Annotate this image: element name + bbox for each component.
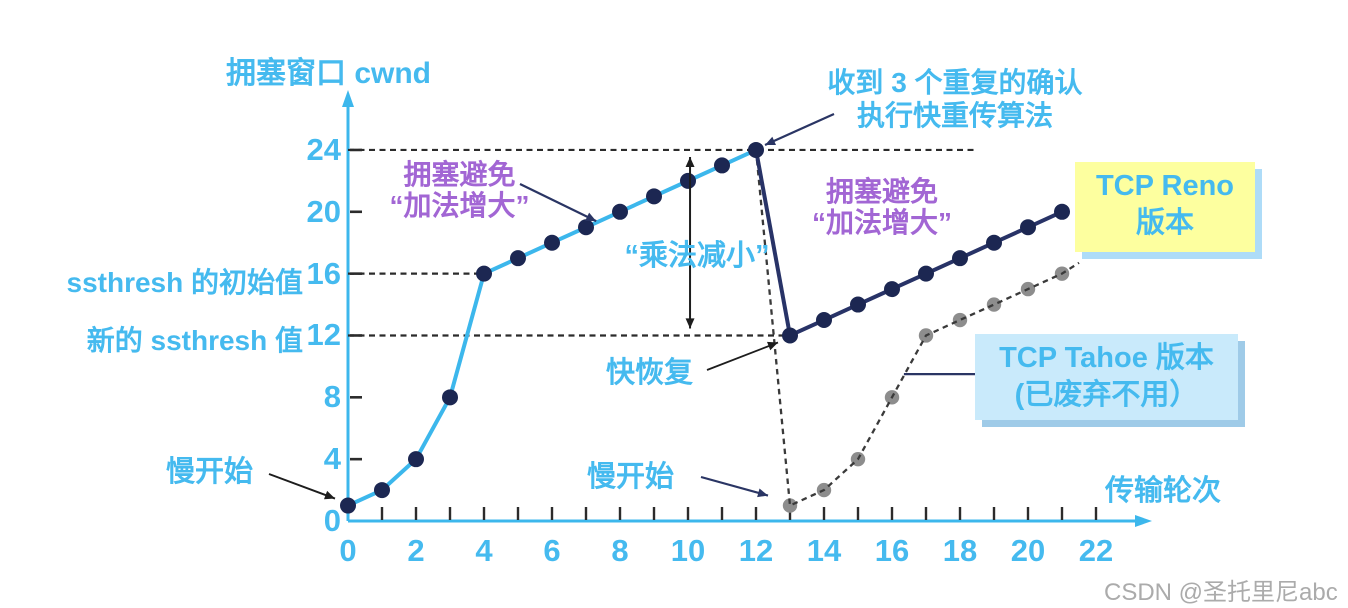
data-point xyxy=(442,389,458,406)
x-tick-label-16: 16 xyxy=(874,533,910,568)
y-tick-label-16: 16 xyxy=(306,255,341,291)
data-point xyxy=(748,141,764,158)
data-point xyxy=(952,250,968,267)
data-point xyxy=(884,281,900,298)
ssthresh-new-label: 新的 ssthresh 值 xyxy=(86,325,303,356)
arrow-congestion-avoidance-1-head xyxy=(585,212,597,222)
data-point xyxy=(952,312,968,328)
arrow-fast-recovery xyxy=(706,341,779,371)
x-tick-label-2: 2 xyxy=(407,533,425,568)
arrow-congestion-avoidance-1 xyxy=(519,183,597,223)
y-axis-arrow xyxy=(342,90,354,107)
arrow-slow-start-1-head xyxy=(324,490,335,500)
y-axis-title: 拥塞窗口 cwnd xyxy=(226,57,432,90)
annotation-multiplicative-decrease: “乘法减小” xyxy=(624,240,770,272)
data-point xyxy=(408,451,424,468)
data-point xyxy=(850,296,866,313)
watermark: CSDN @圣托里尼abc xyxy=(1104,579,1338,606)
series-line xyxy=(754,149,1080,508)
annotation-congestion-avoidance-1: 拥塞避免 “加法增大” xyxy=(389,159,530,221)
data-point xyxy=(986,234,1002,251)
data-point xyxy=(680,172,696,189)
ssthresh-initial-label: ssthresh 的初始值 xyxy=(66,267,304,298)
data-point xyxy=(374,482,390,499)
data-point xyxy=(782,498,798,513)
data-point xyxy=(986,297,1002,312)
y-tick-label-24: 24 xyxy=(306,131,341,167)
annotation-fast-recovery: 快恢复 xyxy=(606,357,694,389)
arrow-slow-start-2-head xyxy=(757,488,768,498)
tcp-reno-version-box: TCP Reno 版本 xyxy=(1075,162,1255,252)
tcp-tahoe-version-box: TCP Tahoe 版本 (已废弃不用） xyxy=(975,334,1238,420)
x-tick-label-8: 8 xyxy=(611,533,629,568)
data-point xyxy=(782,327,798,344)
x-axis-arrow xyxy=(1135,515,1152,527)
data-point xyxy=(918,265,934,282)
arrow-duplicate-ack xyxy=(764,112,835,146)
x-tick-label-4: 4 xyxy=(475,533,493,568)
data-point xyxy=(816,312,832,329)
data-point xyxy=(476,265,492,282)
data-point xyxy=(612,203,628,220)
annotation-duplicate-ack: 收到 3 个重复的确认 执行快重传算法 xyxy=(827,67,1083,131)
series-line xyxy=(754,149,792,336)
arrow-multiplicative-decrease-head2 xyxy=(685,318,695,329)
x-tick-label-6: 6 xyxy=(543,533,561,568)
data-point xyxy=(1020,219,1036,236)
arrow-fast-recovery-head xyxy=(767,341,778,351)
annotation-slow-start-1: 慢开始 xyxy=(166,456,254,488)
data-point xyxy=(714,157,730,174)
x-tick-label-0: 0 xyxy=(339,533,357,568)
y-tick-label-20: 20 xyxy=(306,193,341,229)
x-tick-label-10: 10 xyxy=(670,533,706,568)
x-tick-label-18: 18 xyxy=(942,533,978,568)
data-point xyxy=(340,497,356,514)
arrow-slow-start-2 xyxy=(700,475,769,497)
y-tick-label-8: 8 xyxy=(323,379,341,415)
data-point xyxy=(1054,203,1070,220)
x-tick-label-12: 12 xyxy=(738,533,774,568)
x-tick-label-20: 20 xyxy=(1010,533,1046,568)
y-tick-label-4: 4 xyxy=(323,441,341,477)
x-axis-title: 传输轮次 xyxy=(1105,475,1222,507)
annotation-slow-start-2: 慢开始 xyxy=(587,461,675,493)
arrow-multiplicative-decrease-head xyxy=(685,156,695,168)
x-tick-label-14: 14 xyxy=(806,533,842,568)
arrow-duplicate-ack-head xyxy=(765,136,776,145)
y-tick-label-0: 0 xyxy=(323,503,341,538)
data-point xyxy=(646,188,662,205)
x-tick-label-22: 22 xyxy=(1078,533,1114,568)
data-point xyxy=(510,250,526,267)
data-point xyxy=(544,234,560,251)
arrow-slow-start-1 xyxy=(268,473,336,500)
annotation-congestion-avoidance-2: 拥塞避免 “加法增大” xyxy=(811,176,952,238)
data-point xyxy=(578,219,594,236)
y-tick-label-12: 12 xyxy=(306,317,341,353)
